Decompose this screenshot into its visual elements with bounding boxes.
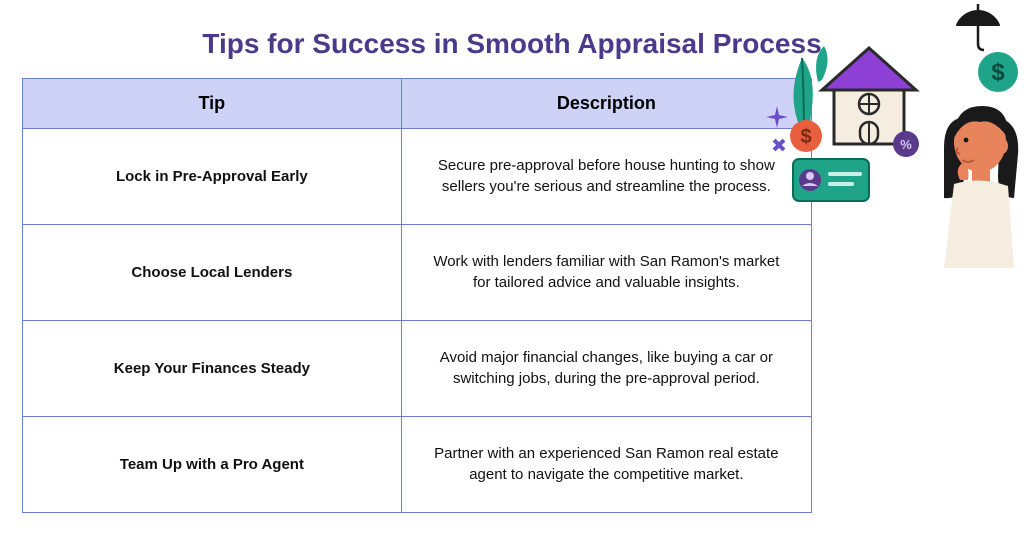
table-row: Lock in Pre-Approval Early Secure pre-ap… (23, 129, 812, 225)
tip-cell: Keep Your Finances Steady (23, 321, 402, 417)
description-cell: Work with lenders familiar with San Ramo… (401, 225, 811, 321)
percent-coin-icon: % (892, 130, 920, 158)
tip-cell: Lock in Pre-Approval Early (23, 129, 402, 225)
tips-table: Tip Description Lock in Pre-Approval Ear… (22, 78, 812, 513)
col-header-description: Description (401, 79, 811, 129)
table-row: Choose Local Lenders Work with lenders f… (23, 225, 812, 321)
person-icon (914, 88, 1024, 268)
tip-cell: Choose Local Lenders (23, 225, 402, 321)
page-title: Tips for Success in Smooth Appraisal Pro… (0, 0, 1024, 78)
table-row: Team Up with a Pro Agent Partner with an… (23, 417, 812, 513)
tip-cell: Team Up with a Pro Agent (23, 417, 402, 513)
tips-table-container: Tip Description Lock in Pre-Approval Ear… (22, 78, 812, 513)
description-cell: Avoid major financial changes, like buyi… (401, 321, 811, 417)
col-header-tip: Tip (23, 79, 402, 129)
table-row: Keep Your Finances Steady Avoid major fi… (23, 321, 812, 417)
table-header-row: Tip Description (23, 79, 812, 129)
svg-text:%: % (900, 137, 912, 152)
description-cell: Secure pre-approval before house hunting… (401, 129, 811, 225)
description-cell: Partner with an experienced San Ramon re… (401, 417, 811, 513)
